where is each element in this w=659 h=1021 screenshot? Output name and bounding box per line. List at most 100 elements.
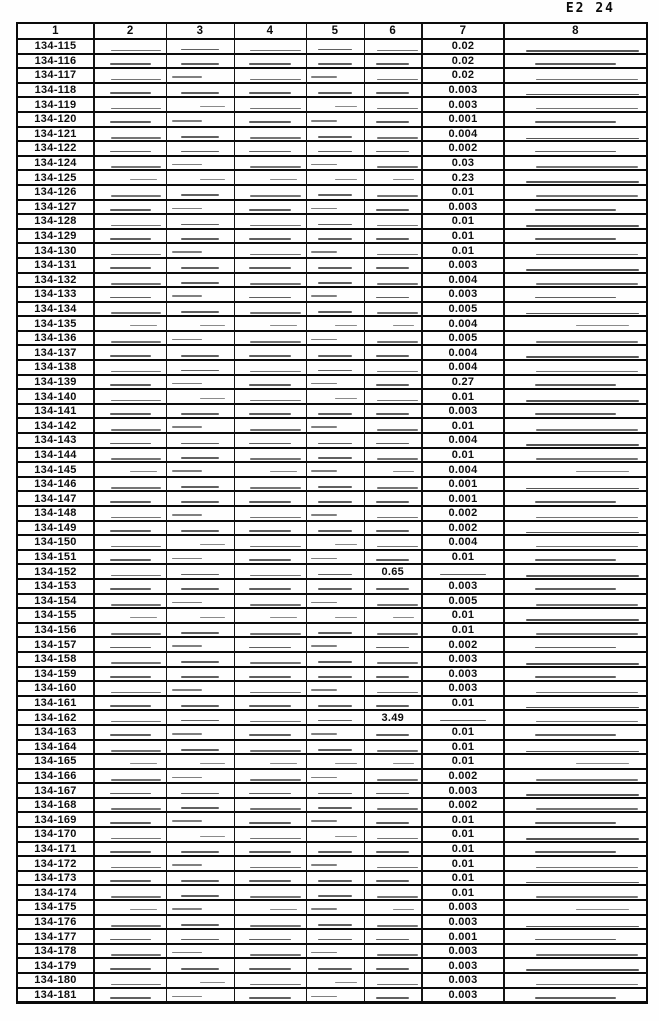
row-id-cell: 134-149: [16, 519, 95, 537]
row-id-cell: 134-120: [16, 110, 95, 128]
row-id-cell: 134-150: [16, 534, 95, 551]
value-cell: [305, 840, 365, 858]
value-cell: 0.01: [421, 446, 505, 464]
row-id-cell: 134-133: [16, 286, 95, 303]
table-row: 134-165 0.01: [16, 753, 648, 770]
value-cell: [503, 96, 648, 113]
table-row: 134-124 0.03: [16, 154, 648, 172]
value-cell: [305, 680, 365, 697]
value-cell: [165, 125, 235, 143]
value-cell: [165, 782, 235, 799]
value-cell: [165, 402, 235, 420]
column-header: 3: [165, 22, 235, 40]
value-cell: 0.003: [421, 650, 505, 668]
row-id-cell: 134-130: [16, 242, 95, 259]
value-cell: [503, 125, 648, 143]
value-cell: [363, 96, 423, 113]
row-id-cell: 134-127: [16, 198, 95, 216]
value-cell: [503, 650, 648, 668]
value-cell: [233, 140, 307, 157]
table-row: 134-128 0.01: [16, 213, 648, 230]
value-cell: 0.001: [421, 110, 505, 128]
value-cell: 0.01: [421, 869, 505, 887]
value-cell: [421, 709, 505, 726]
value-cell: [503, 213, 648, 230]
value-cell: 0.01: [421, 417, 505, 435]
value-cell: [363, 140, 423, 157]
value-cell: [233, 723, 307, 741]
value-cell: [233, 957, 307, 974]
value-cell: [363, 738, 423, 756]
value-cell: 0.003: [421, 577, 505, 595]
row-id-cell: 134-135: [16, 315, 95, 332]
value-cell: [93, 505, 167, 522]
table-row: 134-176 0.003: [16, 913, 648, 931]
value-cell: [503, 738, 648, 756]
value-cell: [503, 286, 648, 303]
value-cell: 0.01: [421, 621, 505, 639]
value-cell: [93, 738, 167, 756]
value-cell: 0.003: [421, 986, 505, 1004]
value-cell: [363, 694, 423, 712]
value-cell: [165, 81, 235, 99]
table-row: 134-120 0.001: [16, 110, 648, 128]
table-row: 134-115 0.02: [16, 38, 648, 55]
value-cell: [305, 563, 365, 580]
value-cell: [93, 417, 167, 435]
value-cell: [503, 140, 648, 157]
value-cell: [165, 680, 235, 697]
value-cell: [363, 67, 423, 84]
value-cell: [305, 607, 365, 624]
value-cell: [363, 286, 423, 303]
value-cell: [363, 811, 423, 829]
value-cell: 0.003: [421, 782, 505, 799]
value-cell: [305, 140, 365, 157]
row-id-cell: 134-137: [16, 344, 95, 362]
value-cell: [363, 796, 423, 814]
value-cell: [363, 315, 423, 332]
value-cell: [363, 344, 423, 362]
value-cell: [363, 913, 423, 931]
value-cell: [165, 169, 235, 186]
table-row: 134-144 0.01: [16, 446, 648, 464]
value-cell: [233, 767, 307, 785]
value-cell: [233, 198, 307, 216]
value-cell: [93, 227, 167, 245]
value-cell: [93, 723, 167, 741]
row-id-cell: 134-174: [16, 884, 95, 902]
value-cell: [363, 490, 423, 507]
value-cell: [93, 67, 167, 84]
value-cell: [93, 432, 167, 449]
value-cell: [503, 577, 648, 595]
value-cell: [165, 709, 235, 726]
value-cell: 0.003: [421, 899, 505, 916]
value-cell: [165, 461, 235, 478]
value-cell: 0.02: [421, 38, 505, 55]
value-cell: [363, 942, 423, 960]
value-cell: [363, 826, 423, 843]
value-cell: [363, 271, 423, 289]
value-cell: [305, 869, 365, 887]
value-cell: [233, 913, 307, 931]
value-cell: [233, 315, 307, 332]
row-id-cell: 134-121: [16, 125, 95, 143]
value-cell: [503, 855, 648, 872]
value-cell: [503, 417, 648, 435]
value-cell: [93, 402, 167, 420]
value-cell: [165, 636, 235, 653]
value-cell: [165, 490, 235, 507]
value-cell: [363, 475, 423, 493]
table-row: 134-145 0.004: [16, 461, 648, 478]
value-cell: [363, 723, 423, 741]
value-cell: [165, 942, 235, 960]
value-cell: [363, 52, 423, 70]
value-cell: [305, 213, 365, 230]
value-cell: 0.003: [421, 942, 505, 960]
value-cell: 0.004: [421, 271, 505, 289]
value-cell: [363, 417, 423, 435]
value-cell: [233, 256, 307, 274]
value-cell: 0.004: [421, 344, 505, 362]
value-cell: [503, 680, 648, 697]
